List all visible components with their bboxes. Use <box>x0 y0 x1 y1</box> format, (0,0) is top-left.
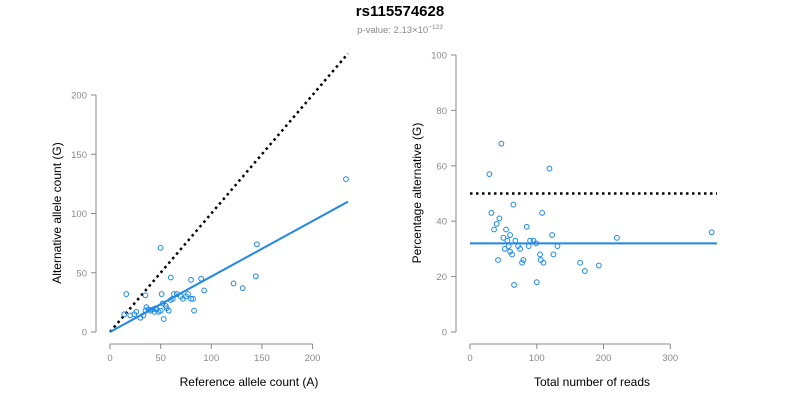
data-point <box>488 209 495 216</box>
fit-line <box>109 200 349 333</box>
data-point <box>507 232 513 238</box>
x-tick-label: 50 <box>155 353 166 364</box>
data-point <box>230 280 237 287</box>
y-axis-label: Alternative allele count (G) <box>50 142 64 283</box>
data-point <box>253 241 260 248</box>
data-point <box>140 312 147 319</box>
p-value-times: × <box>412 25 418 37</box>
data-point <box>133 308 140 315</box>
data-point <box>239 285 246 292</box>
data-point <box>496 215 503 222</box>
data-point <box>511 282 517 288</box>
data-point <box>495 257 501 263</box>
data-point <box>190 295 196 302</box>
y-tick-label: 60 <box>436 161 447 172</box>
data-point <box>486 171 493 178</box>
data-point <box>595 262 602 269</box>
y-tick-label: 0 <box>82 328 87 339</box>
p-value-prefix: p-value: 2.13 <box>357 25 413 37</box>
x-tick-label: 0 <box>467 353 472 364</box>
data-point <box>512 237 519 244</box>
data-point <box>550 251 557 258</box>
data-point <box>581 268 588 274</box>
y-tick-label: 200 <box>71 91 87 102</box>
data-point <box>504 237 511 244</box>
data-point <box>198 275 205 282</box>
x-tick-label: 300 <box>662 353 678 364</box>
y-tick-label: 0 <box>442 328 447 339</box>
reference-line-dotted <box>109 52 349 333</box>
x-tick-label: 200 <box>305 353 321 364</box>
data-point <box>157 244 164 251</box>
data-point <box>523 223 530 230</box>
data-point <box>509 251 515 258</box>
data-point <box>540 259 547 266</box>
data-point <box>533 279 540 286</box>
p-value-base: 10 <box>417 25 429 37</box>
data-point <box>201 287 208 294</box>
p-value-subtitle: p-value: 2.13×10−123 <box>0 24 800 36</box>
data-point <box>185 291 191 297</box>
left-scatter-panel: 0 50 100 150 200 0 50 100 150 200 Reference allele… <box>50 52 349 389</box>
data-point <box>519 259 525 266</box>
data-point <box>539 209 545 216</box>
y-tick-label: 40 <box>436 217 447 228</box>
data-point <box>708 229 715 236</box>
x-tick-label: 100 <box>203 353 219 364</box>
data-point <box>533 240 539 247</box>
data-point <box>157 307 164 314</box>
data-point <box>252 273 259 280</box>
data-point <box>170 291 177 297</box>
x-axis-label: Total number of reads <box>534 375 650 389</box>
data-point <box>493 221 500 227</box>
data-point <box>613 234 620 241</box>
data-point <box>188 276 194 283</box>
data-point <box>152 305 159 312</box>
data-point <box>343 176 349 183</box>
data-point <box>165 307 172 314</box>
data-point <box>167 274 174 281</box>
y-axis-label: Percentage alternative (G) <box>410 123 424 264</box>
right-scatter-panel: 0 100 200 300 0 20 40 60 80 100 Total number of re… <box>410 51 717 389</box>
data-point <box>142 292 149 299</box>
data-point <box>123 291 130 297</box>
x-tick-label: 200 <box>596 353 612 364</box>
data-point <box>498 140 505 147</box>
p-value-exponent: −123 <box>428 24 443 31</box>
y-tick-label: 80 <box>436 106 447 117</box>
x-tick-label: 0 <box>107 353 112 364</box>
x-tick-label: 100 <box>529 353 545 364</box>
data-point <box>503 226 509 233</box>
data-point <box>188 295 194 302</box>
x-tick-label: 150 <box>254 353 270 364</box>
data-point <box>554 243 561 250</box>
data-point <box>527 237 533 244</box>
data-point <box>500 234 507 241</box>
y-tick-label: 150 <box>71 150 87 161</box>
data-point <box>121 311 128 318</box>
y-tick-label: 20 <box>436 272 447 283</box>
data-point <box>510 201 517 208</box>
data-point <box>537 251 543 258</box>
data-point <box>160 316 167 322</box>
data-point <box>549 232 556 238</box>
data-point <box>505 243 512 250</box>
data-point <box>517 246 523 252</box>
data-point <box>577 259 584 266</box>
data-point <box>520 257 527 263</box>
chart-title: rs115574628 <box>355 3 445 20</box>
y-tick-label: 100 <box>431 51 447 62</box>
data-point <box>191 307 197 314</box>
data-point <box>491 226 497 233</box>
y-tick-label: 50 <box>76 268 87 279</box>
y-tick-label: 100 <box>71 209 87 220</box>
data-point <box>501 246 508 252</box>
data-point <box>525 243 532 250</box>
data-point <box>158 291 165 297</box>
x-axis-label: Reference allele count (A) <box>180 375 319 389</box>
data-point <box>546 165 553 172</box>
